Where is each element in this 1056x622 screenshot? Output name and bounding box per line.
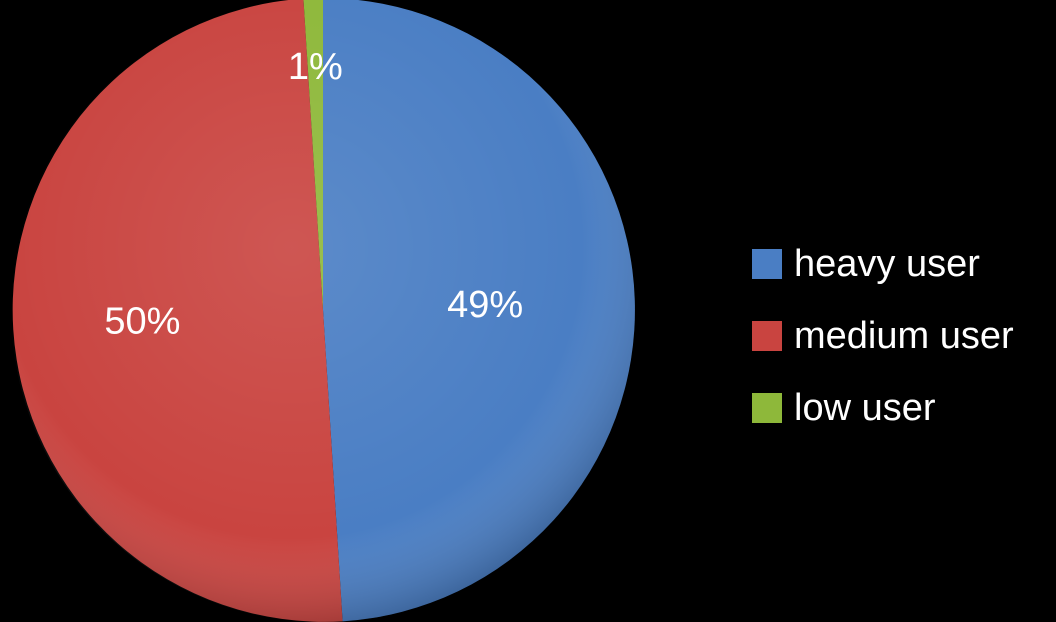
pie-shading <box>11 0 635 622</box>
legend-swatch-heavy-user <box>752 249 782 279</box>
legend-swatch-low-user <box>752 393 782 423</box>
legend-label-heavy-user: heavy user <box>794 243 980 285</box>
data-label-medium-user: 50% <box>104 300 180 342</box>
legend-swatch-medium-user <box>752 321 782 351</box>
data-label-low-user: 1% <box>288 46 343 88</box>
chart-legend: heavy user medium user low user <box>752 226 1014 446</box>
legend-item-heavy-user: heavy user <box>752 226 1014 302</box>
data-label-heavy-user: 49% <box>447 284 523 326</box>
legend-item-low-user: low user <box>752 370 1014 446</box>
legend-label-medium-user: medium user <box>794 315 1014 357</box>
legend-label-low-user: low user <box>794 387 936 429</box>
legend-item-medium-user: medium user <box>752 298 1014 374</box>
